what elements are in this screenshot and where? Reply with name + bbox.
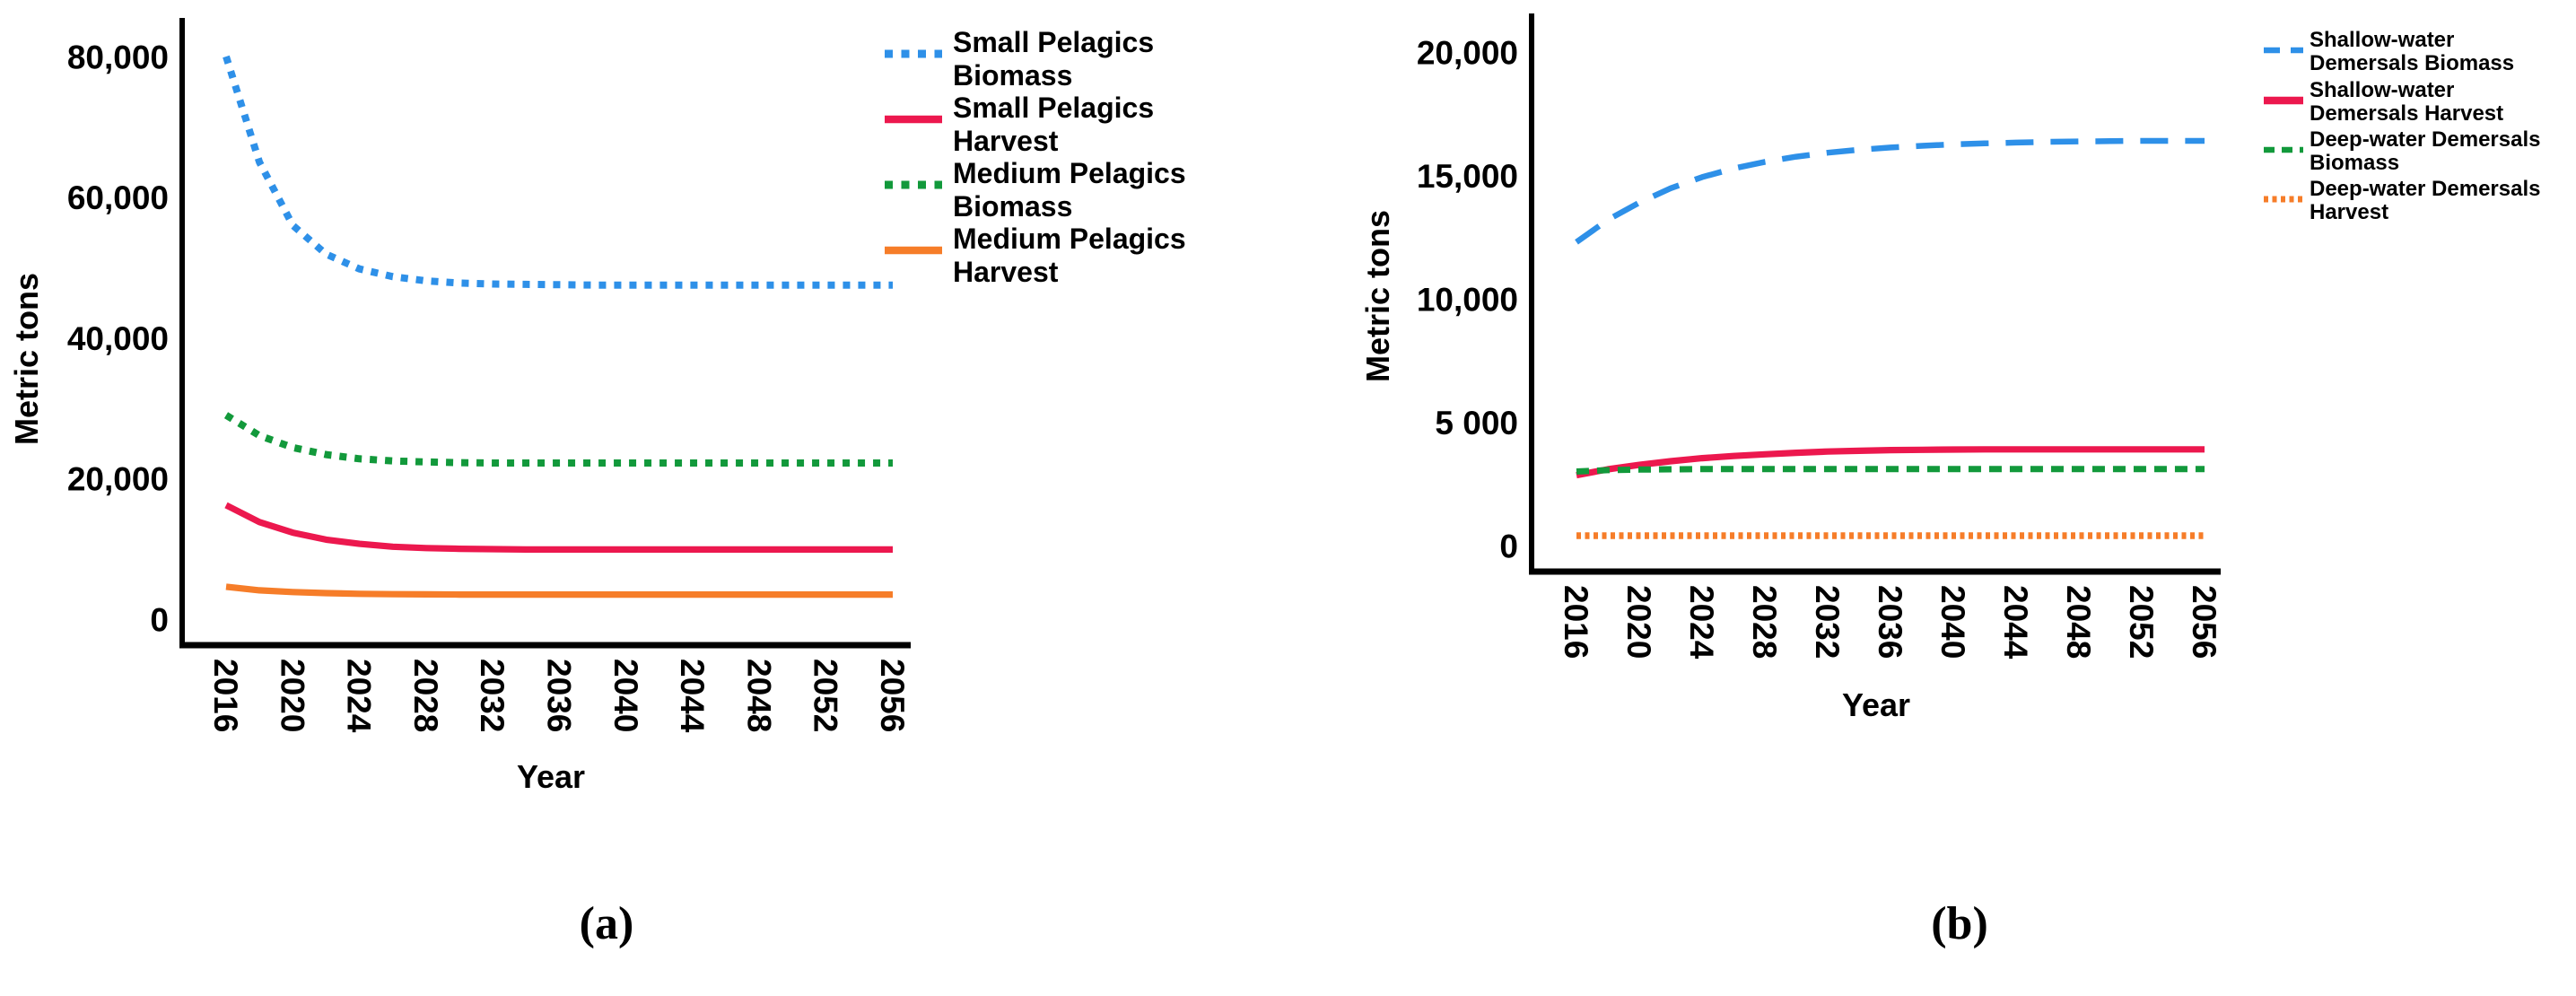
x-tick-label: 2028 [407,659,444,732]
x-tick-label: 2016 [1558,585,1594,659]
y-tick-label: 20,000 [1417,34,1518,71]
series-deep-water-demersals-biomass [1576,466,2205,475]
x-tick-label: 2052 [2123,585,2160,659]
x-tick-label: 2032 [474,659,511,732]
x-tick-label: 2036 [541,659,578,732]
legend-label-line2: Harvest [953,256,1059,288]
x-tick-label: 2048 [740,659,777,732]
x-tick-label: 2016 [207,659,244,732]
legend-label-line2: Biomass [953,59,1072,92]
y-tick-label: 15,000 [1417,158,1518,195]
y-axis-title: Metric tons [1359,210,1396,382]
series-shallow-water-demersals-biomass [1575,137,2205,245]
legend-label-line2: Biomass [953,190,1072,223]
x-tick-label: 2020 [274,659,310,732]
legend-label-line1: Deep-water Demersals [2310,177,2540,201]
x-tick-label: 2052 [808,659,844,732]
legend-label-line2: Demersals Harvest [2310,101,2503,126]
x-tick-label: 2044 [674,659,711,733]
y-tick-label: 20,000 [67,461,169,498]
series-medium-pelagics-harvest [225,583,893,598]
legend-label-line1: Shallow-water [2310,28,2454,52]
caption-a: (a) [579,898,634,949]
legend-label-line2: Harvest [953,125,1059,157]
x-tick-label: 2044 [1997,585,2034,660]
caption-b: (b) [1931,898,1988,949]
x-tick-label: 2040 [607,659,644,732]
legend-label-line2: Biomass [2310,151,2399,175]
series-small-pelagics-harvest [224,502,893,554]
y-tick-label: 0 [1499,528,1518,564]
legend-label-line2: Harvest [2310,200,2388,224]
x-tick-label: 2036 [1872,585,1908,659]
y-tick-label: 0 [150,601,169,638]
series-shallow-water-demersals-harvest [1576,446,2205,479]
legend-label-line1: Medium Pelagics [953,223,1186,255]
legend-label-line1: Medium Pelagics [953,157,1186,189]
legend-label-line1: Small Pelagics [953,92,1154,124]
y-tick-label: 60,000 [67,179,169,216]
legend-label-line1: Shallow-water [2310,78,2454,102]
x-tick-label: 2056 [874,659,911,732]
x-axis-title: Year [517,758,585,795]
legend-label-line1: Small Pelagics [953,26,1154,58]
chart-b: 0 5 000 10,000 15,000 20,000 2016 2020 2024 2028… [1359,13,2540,723]
series-medium-pelagics-biomass [223,412,893,467]
chart-a: 0 20,000 40,000 60,000 80,000 2016 2020 2024 202… [8,18,1186,795]
x-axis-title: Year [1842,686,1910,723]
x-tick-label: 2020 [1620,585,1657,659]
x-tick-label: 2040 [1934,585,1971,659]
y-axis-title: Metric tons [8,273,45,445]
legend-label-line2: Demersals Biomass [2310,51,2514,75]
x-tick-label: 2024 [341,659,378,733]
series-small-pelagics-biomass [223,55,893,289]
x-tick-label: 2056 [2186,585,2222,659]
y-tick-label: 80,000 [67,39,169,75]
legend-label-line1: Deep-water Demersals [2310,127,2540,152]
x-tick-label: 2028 [1746,585,1783,659]
x-tick-label: 2048 [2060,585,2097,659]
y-tick-label: 10,000 [1417,281,1518,318]
y-tick-label: 5 000 [1435,405,1518,441]
x-tick-label: 2024 [1683,585,1720,660]
y-tick-label: 40,000 [67,320,169,357]
x-tick-label: 2032 [1809,585,1846,659]
